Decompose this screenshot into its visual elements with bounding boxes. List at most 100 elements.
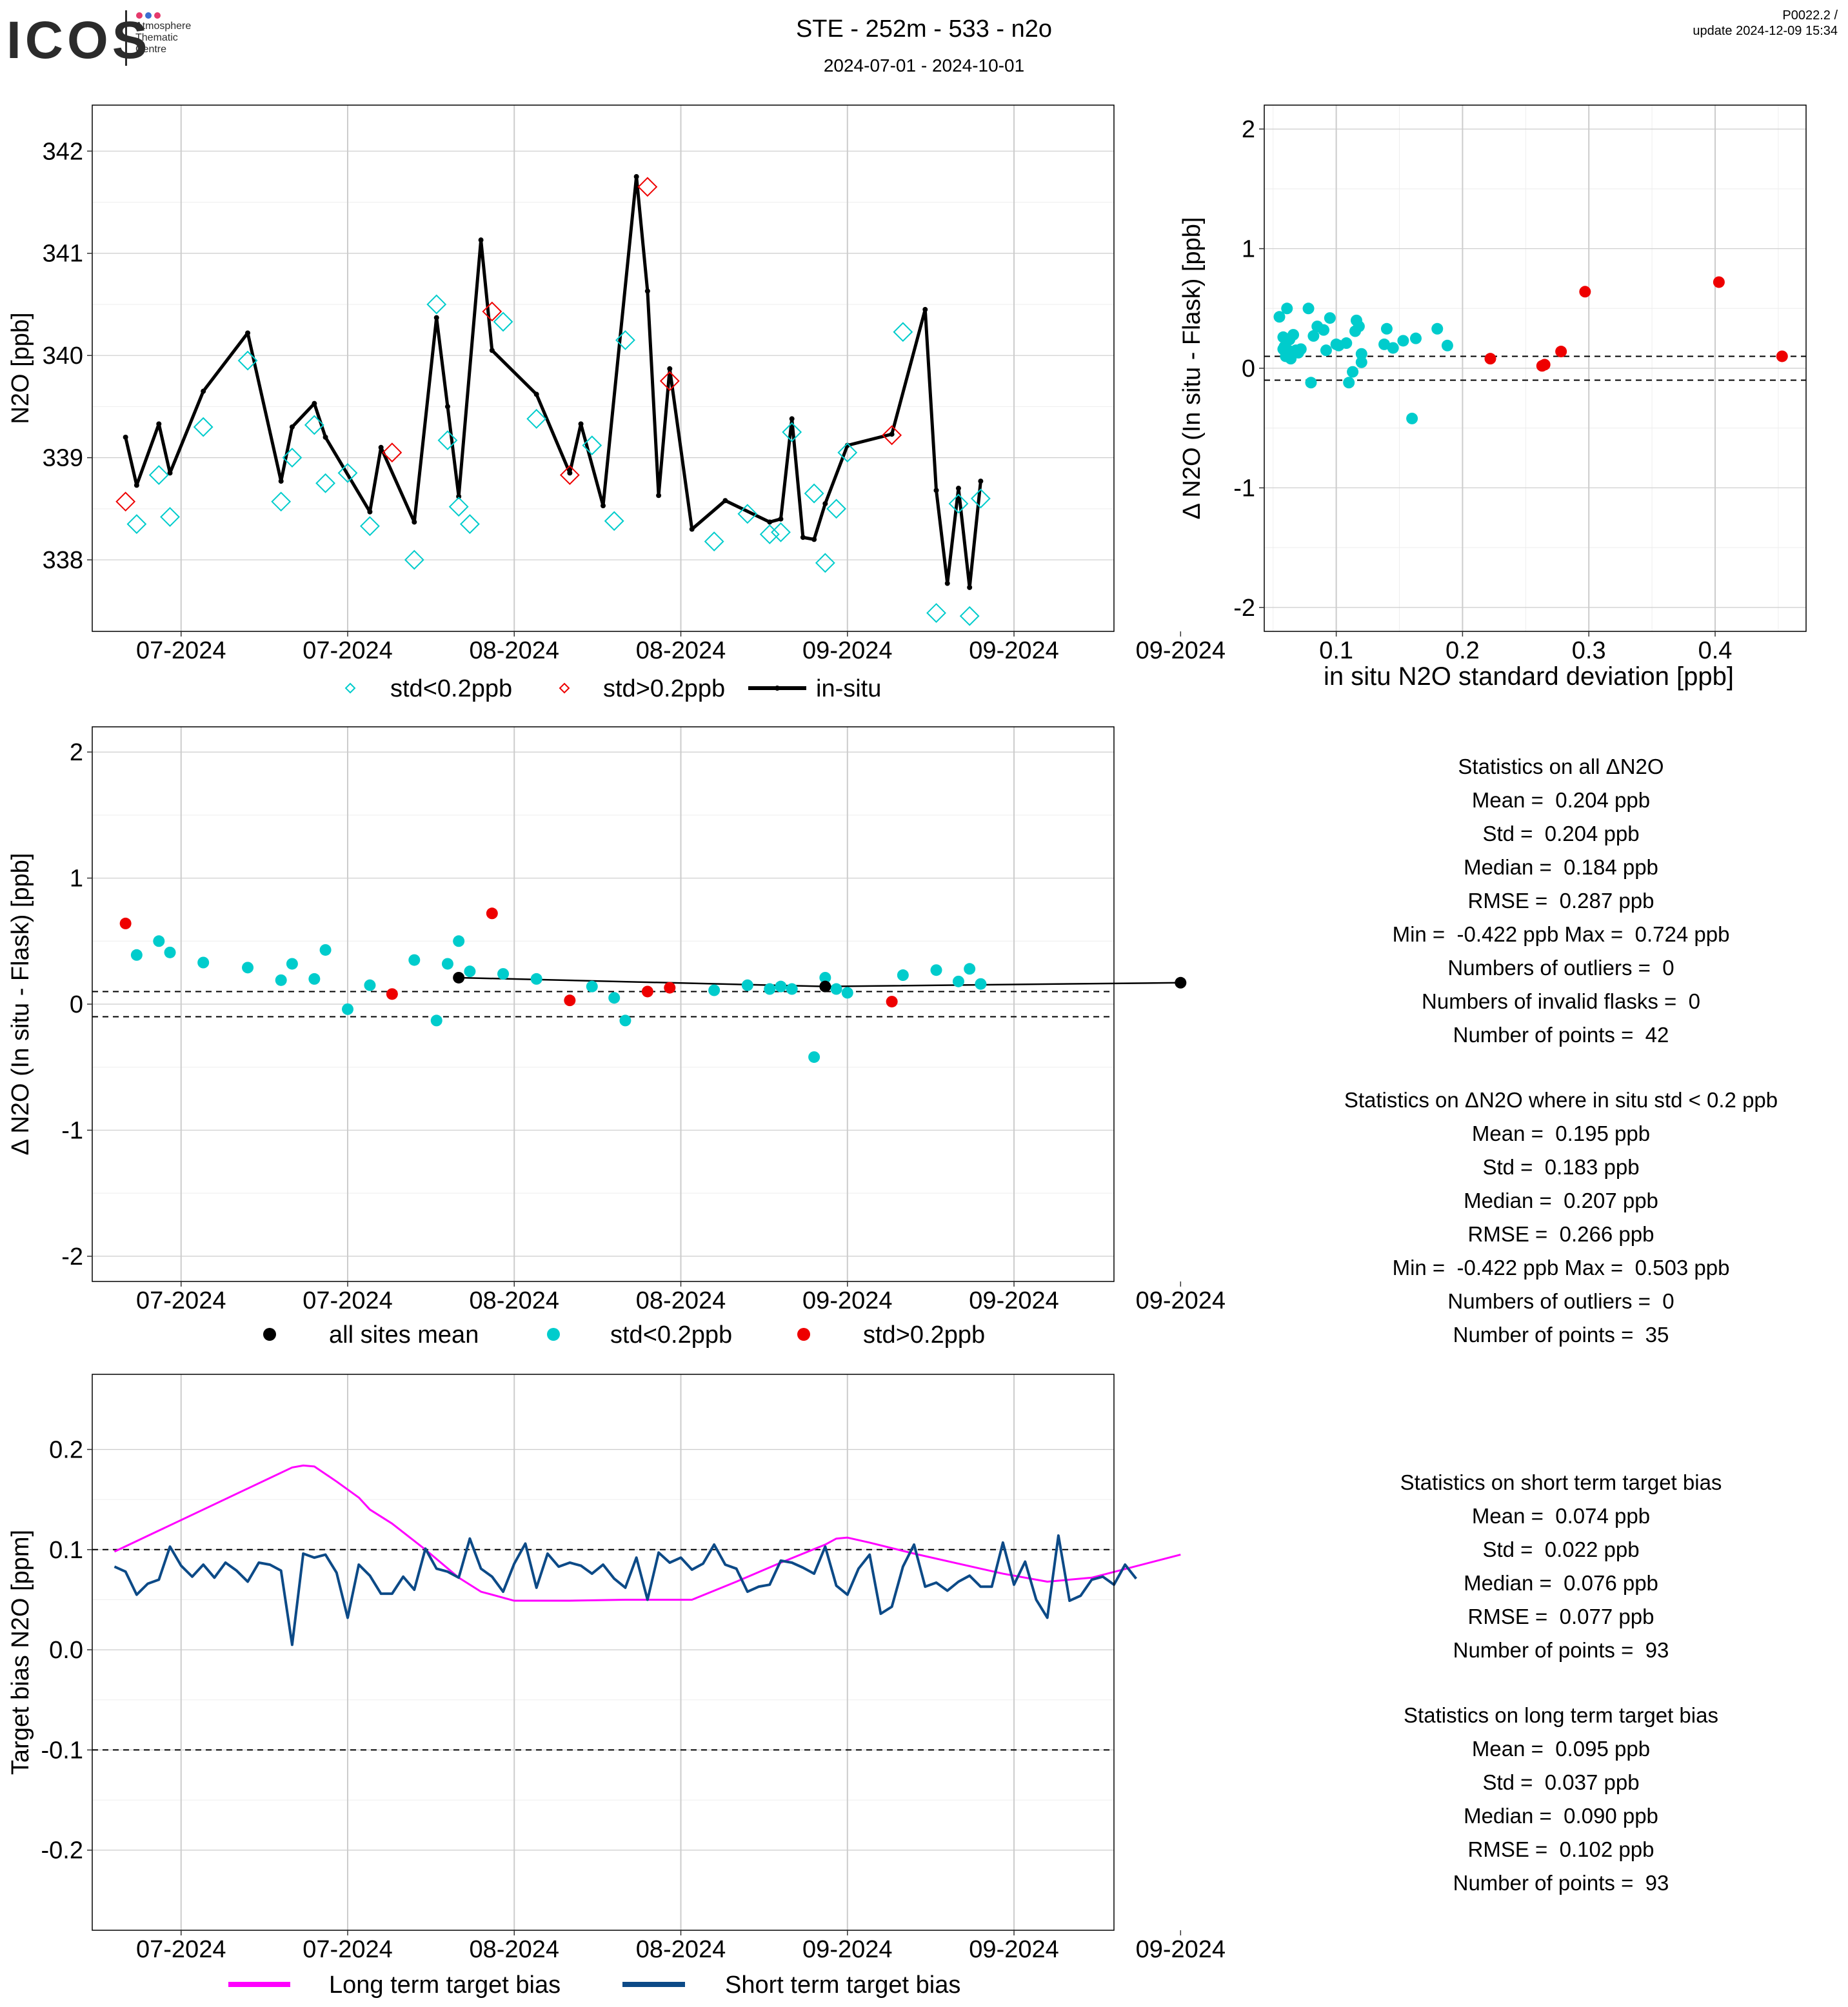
delta-point-std-low xyxy=(586,980,598,993)
flask-point-std-low xyxy=(304,415,324,435)
stats-line: Median = 0.207 ppb xyxy=(1464,1189,1658,1212)
flask-point-std-low xyxy=(282,448,303,468)
stats-line: Mean = 0.195 ppb xyxy=(1471,1122,1651,1145)
flask-point-std-low xyxy=(493,311,513,332)
flask-point-std-low xyxy=(404,549,424,570)
timeseries-ytick-label: 339 xyxy=(43,445,83,472)
stats-long-bias: Statistics on long term target bias Mean… xyxy=(1238,1699,1848,1900)
timeseries-ytick-label: 342 xyxy=(43,138,83,165)
delta-time-ytick-label: -1 xyxy=(61,1117,83,1144)
target-bias-ytick-label: 0.1 xyxy=(49,1537,83,1564)
timeseries-border xyxy=(92,104,1115,632)
scatter-std-ytick-label: 2 xyxy=(1242,116,1255,143)
flask-point-std-low xyxy=(959,606,980,626)
flask-point-std-low xyxy=(926,603,946,623)
legend-std-low-label: std<0.2ppb xyxy=(610,1321,732,1349)
legend-std-low-label: std<0.2ppb xyxy=(390,675,512,702)
timeseries-ytick-label: 341 xyxy=(43,241,83,268)
delta-point-std-low xyxy=(764,983,776,995)
in-situ-point xyxy=(567,470,573,476)
delta-time-ylabel: Δ N2O (In situ - Flask) [ppb] xyxy=(7,853,34,1156)
stats-line: Numbers of outliers = 0 xyxy=(1447,956,1674,980)
stats-short-bias: Statistics on short term target bias Mea… xyxy=(1238,1466,1848,1667)
in-situ-point xyxy=(822,500,828,506)
scatter-std-point-high xyxy=(1579,286,1591,298)
flask-point-std-low xyxy=(271,491,292,512)
flask-point-std-low xyxy=(437,430,458,451)
target-bias-ytick-label: 0.0 xyxy=(49,1637,83,1664)
delta-point-std-low xyxy=(530,973,542,985)
flask-point-std-low xyxy=(426,294,447,315)
target-bias-ylabel: Target bias N2O [ppm] xyxy=(7,1530,34,1775)
scatter-std-xtick-label: 0.3 xyxy=(1572,637,1606,664)
timeseries-ytick-label: 340 xyxy=(43,342,83,370)
in-situ-point xyxy=(689,526,695,532)
stats-title: Statistics on short term target bias xyxy=(1400,1470,1722,1494)
delta-point-std-low xyxy=(841,987,853,999)
page-title: STE - 252m - 533 - n2o xyxy=(795,15,1053,43)
scatter-std-point-low xyxy=(1295,343,1307,355)
delta-point-std-low xyxy=(153,935,165,947)
delta-point-std-low xyxy=(964,963,976,975)
in-situ-point xyxy=(811,537,817,542)
legend-std-high-label: std>0.2ppb xyxy=(863,1321,985,1349)
flask-point-std-high xyxy=(559,465,580,485)
stats-title: Statistics on all ΔN2O xyxy=(1458,755,1664,778)
stats-line: Min = -0.422 ppb Max = 0.503 ppb xyxy=(1392,1256,1730,1280)
stats-line: Median = 0.184 ppb xyxy=(1464,855,1658,879)
stats-line: Std = 0.037 ppb xyxy=(1482,1770,1640,1794)
scatter-std-point-low xyxy=(1343,377,1355,389)
delta-point-std-low xyxy=(308,973,321,985)
stats-line: Std = 0.204 ppb xyxy=(1482,822,1640,845)
in-situ-point xyxy=(156,421,162,427)
in-situ-point xyxy=(656,493,662,499)
delta-point-std-low xyxy=(830,983,842,995)
scatter-std-point-low xyxy=(1406,412,1418,424)
flask-point-std-low xyxy=(193,417,214,437)
flask-point-std-high xyxy=(637,177,658,197)
flask-point-std-high xyxy=(882,425,902,446)
scatter-std-point-high xyxy=(1776,350,1788,362)
in-situ-point xyxy=(978,479,984,484)
scatter-std-point-high xyxy=(1713,276,1725,288)
in-situ-point xyxy=(456,493,462,499)
delta-point-std-low xyxy=(952,975,964,987)
all-sites-mean-point xyxy=(819,980,831,993)
logo-subtitle-line: Centre xyxy=(135,44,167,55)
in-situ-series-line xyxy=(124,175,982,589)
flask-point-std-low xyxy=(837,442,858,463)
in-situ-point xyxy=(245,330,251,336)
timeseries-ytick-label: 338 xyxy=(43,547,83,574)
flask-point-std-low xyxy=(448,497,469,517)
in-situ-point xyxy=(800,535,806,540)
date-range: 2024-07-01 - 2024-10-01 xyxy=(823,55,1025,75)
scatter-std-point-low xyxy=(1305,377,1317,389)
delta-point-std-high xyxy=(641,985,653,998)
delta-time-ytick-label: 0 xyxy=(70,991,83,1018)
delta-time-ytick-label: 1 xyxy=(70,865,83,893)
in-situ-point xyxy=(444,404,450,410)
in-situ-point xyxy=(201,388,206,394)
stats-line: RMSE = 0.077 ppb xyxy=(1467,1605,1654,1628)
in-situ-point xyxy=(289,424,295,430)
scatter-std-point-low xyxy=(1340,337,1353,350)
legend-all-sites-mean-label: all sites mean xyxy=(329,1321,479,1349)
scatter-std-point-low xyxy=(1307,330,1320,342)
in-situ-point xyxy=(533,391,539,397)
version-line: P0022.2 / xyxy=(1782,8,1838,23)
delta-point-std-high xyxy=(664,982,676,994)
delta-time-xtick-label: 09-2024 xyxy=(969,1287,1058,1314)
delta-point-std-low xyxy=(242,962,254,974)
short-term-bias-line xyxy=(114,1534,1138,1646)
target-bias-xtick-label: 08-2024 xyxy=(470,1936,559,1963)
flask-point-std-low xyxy=(315,473,335,493)
in-situ-point xyxy=(767,519,773,525)
flask-point-std-low xyxy=(337,462,358,483)
stats-line: Number of points = 93 xyxy=(1453,1638,1669,1662)
stats-line: Median = 0.090 ppb xyxy=(1464,1804,1658,1828)
scatter-std-point-low xyxy=(1431,322,1444,335)
flask-point-std-low xyxy=(782,422,802,442)
flask-point-std-low xyxy=(771,522,791,542)
scatter-std-point-low xyxy=(1302,302,1315,315)
version-info: P0022.2 / update 2024-12-09 15:34 xyxy=(1693,8,1838,39)
